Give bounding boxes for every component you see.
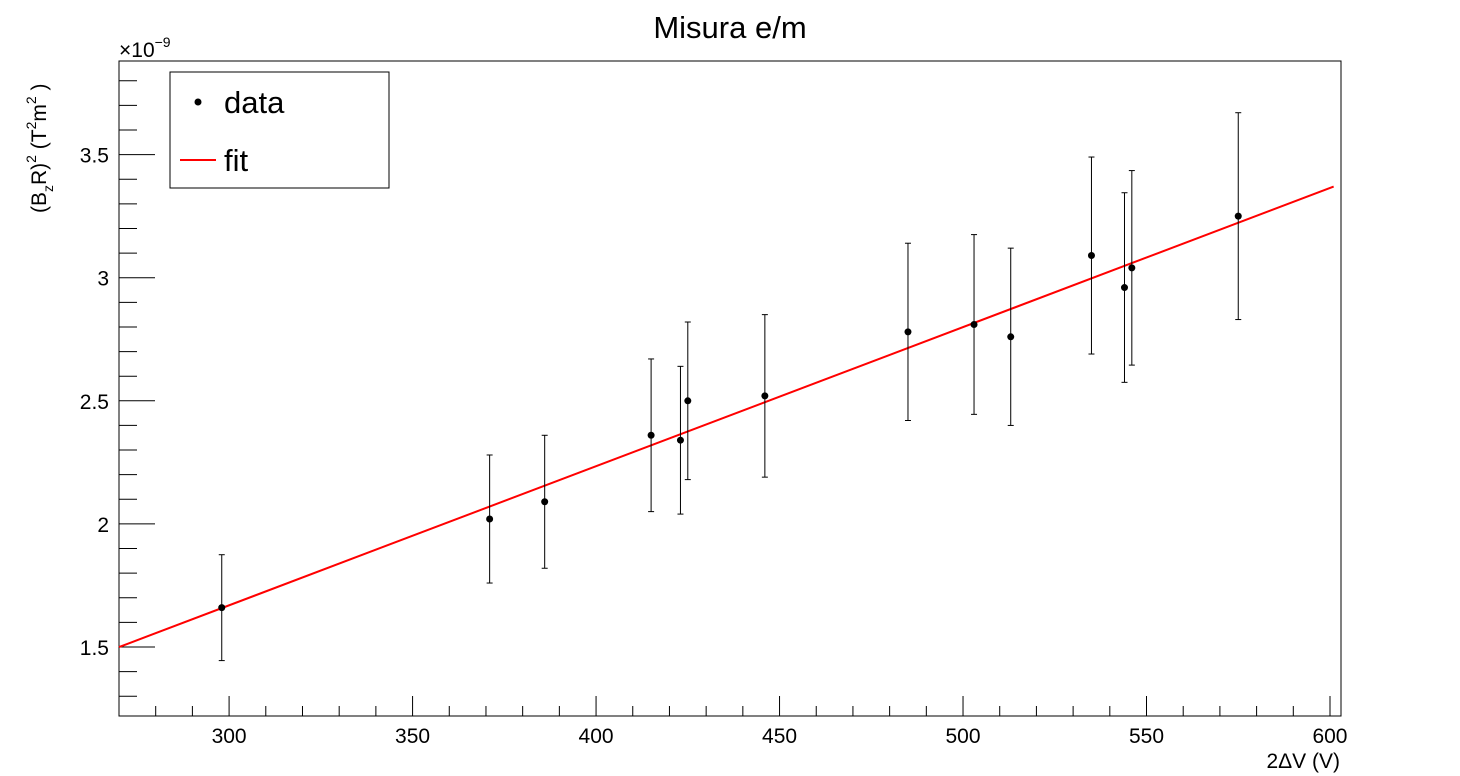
fit-layer (118, 185, 1335, 648)
y-tick-label: 2.5 (80, 391, 109, 414)
data-point-group (1234, 112, 1242, 321)
x-tick-label: 600 (1312, 725, 1347, 748)
data-point-group (1087, 156, 1095, 355)
data-point (1087, 252, 1095, 260)
x-tick-label: 300 (212, 725, 247, 748)
data-point (1234, 212, 1242, 220)
x-tick-label: 450 (762, 725, 797, 748)
data-point (1120, 284, 1128, 292)
fit-line (118, 185, 1335, 648)
legend-label-fit: fit (224, 143, 249, 178)
x-tick-label: 350 (395, 725, 430, 748)
data-point-group (647, 358, 655, 513)
data-point-group (684, 321, 692, 481)
data-point (218, 604, 226, 612)
legend-box (169, 71, 390, 189)
data-point-group (1120, 192, 1128, 383)
legend-label-data: data (224, 85, 285, 120)
data-point (486, 515, 494, 523)
plot-frame (118, 60, 1342, 717)
y-tick-label: 2 (97, 514, 109, 537)
chart-title: Misura e/m (653, 10, 806, 45)
data-point (684, 397, 692, 405)
y-tick-label: 1.5 (80, 637, 109, 660)
data-point-group (1128, 170, 1136, 366)
axis-ticks (118, 80, 1331, 716)
y-tick-label: 3.5 (80, 145, 109, 168)
legend-marker-data (194, 98, 202, 106)
y-multiplier-base: ×10 (119, 39, 155, 62)
data-point (761, 392, 769, 400)
data-point (1007, 333, 1015, 341)
y-axis-title: (BzR)2 (T2m2 ) (23, 83, 56, 213)
x-tick-label: 500 (946, 725, 981, 748)
data-point-group (541, 434, 549, 569)
data-point-group (904, 242, 912, 422)
data-layer (218, 112, 1242, 662)
data-point (541, 498, 549, 506)
x-axis-title: 2ΔV (V) (1266, 750, 1340, 773)
x-tick-label: 550 (1129, 725, 1164, 748)
data-point (1128, 264, 1136, 272)
data-point (970, 320, 978, 328)
tick-labels: 300 350 400 450 500 550 600 1.5 2 2.5 3 3.5 (80, 145, 1348, 748)
data-point-group (1007, 247, 1015, 426)
data-point (904, 328, 912, 336)
data-point-group (218, 554, 226, 662)
data-point-group (676, 365, 684, 515)
data-point-group (761, 314, 769, 478)
data-point-group (970, 234, 978, 415)
y-tick-label: 3 (97, 268, 109, 291)
data-point-group (486, 454, 494, 584)
x-tick-label: 400 (579, 725, 614, 748)
legend: data fit (169, 71, 390, 189)
y-multiplier: ×10−9 (119, 34, 171, 62)
data-point (676, 436, 684, 444)
y-multiplier-exponent: −9 (155, 34, 171, 50)
data-point (647, 431, 655, 439)
